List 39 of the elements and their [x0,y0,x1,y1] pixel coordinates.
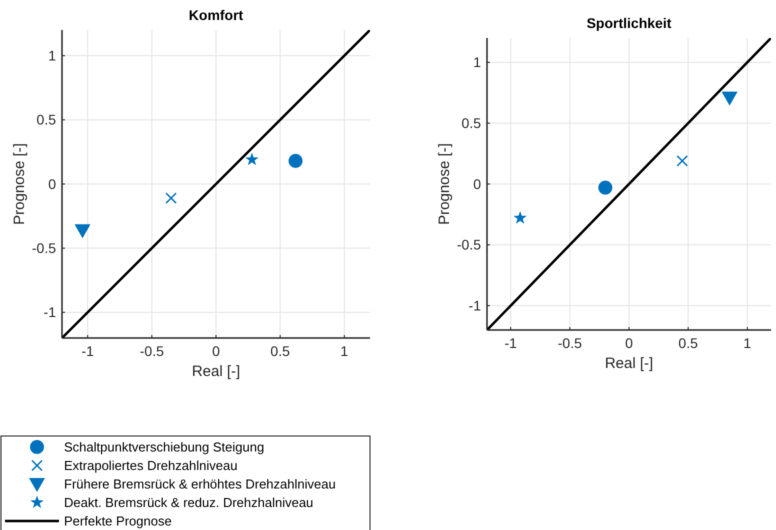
legend-label: Schaltpunktverschiebung Steigung [64,440,264,455]
legend-label: Deakt. Bremsrück & reduz. Drehzhalniveau [64,495,314,510]
chart-title: Komfort [188,7,244,23]
x-tick-label: -1 [504,335,518,351]
x-tick-label: -1 [81,343,94,359]
point [245,152,259,166]
point [676,155,688,167]
y-axis-title: Prognose [-] [436,143,453,225]
point [722,92,738,106]
x-tick-label: 0.5 [678,335,698,351]
x-tick-label: 0 [212,343,220,359]
x-tick-label: 1 [743,335,752,351]
x-axis-title: Real [-] [192,363,240,380]
x-axis-title: Real [-] [604,355,654,372]
y-tick-label: 0 [473,176,482,192]
legend-label: Extrapoliertes Drehzahlniveau [64,458,238,474]
y-tick-label: 0.5 [462,115,482,132]
y-tick-label: 0.5 [36,112,56,128]
legend-label: Frühere Bremsrück & erhöhtes Drehzahlniveau [64,476,336,492]
point [288,154,303,168]
y-tick-label: 1 [473,54,482,70]
x-tick-label: 0 [625,335,634,351]
x-tick-label: 1 [340,343,348,359]
point [598,180,612,195]
y-axis-title: Prognose [-] [11,143,28,225]
y-tick-label: -0.5 [32,240,56,256]
point [74,224,91,238]
point [513,211,527,224]
y-tick-label: -1 [44,304,56,320]
chart-title: Sportlichkeit [586,15,672,31]
y-tick-label: 1 [48,48,56,64]
x-tick-label: -0.5 [558,335,582,351]
y-tick-label: -0.5 [456,236,482,253]
x-tick-label: -0.5 [140,343,164,359]
point [165,192,177,204]
y-tick-label: 0 [48,176,56,192]
y-tick-label: -1 [468,298,482,314]
legend-label: Perfekte Prognose [64,514,172,529]
x-tick-label: 0.5 [270,343,290,359]
